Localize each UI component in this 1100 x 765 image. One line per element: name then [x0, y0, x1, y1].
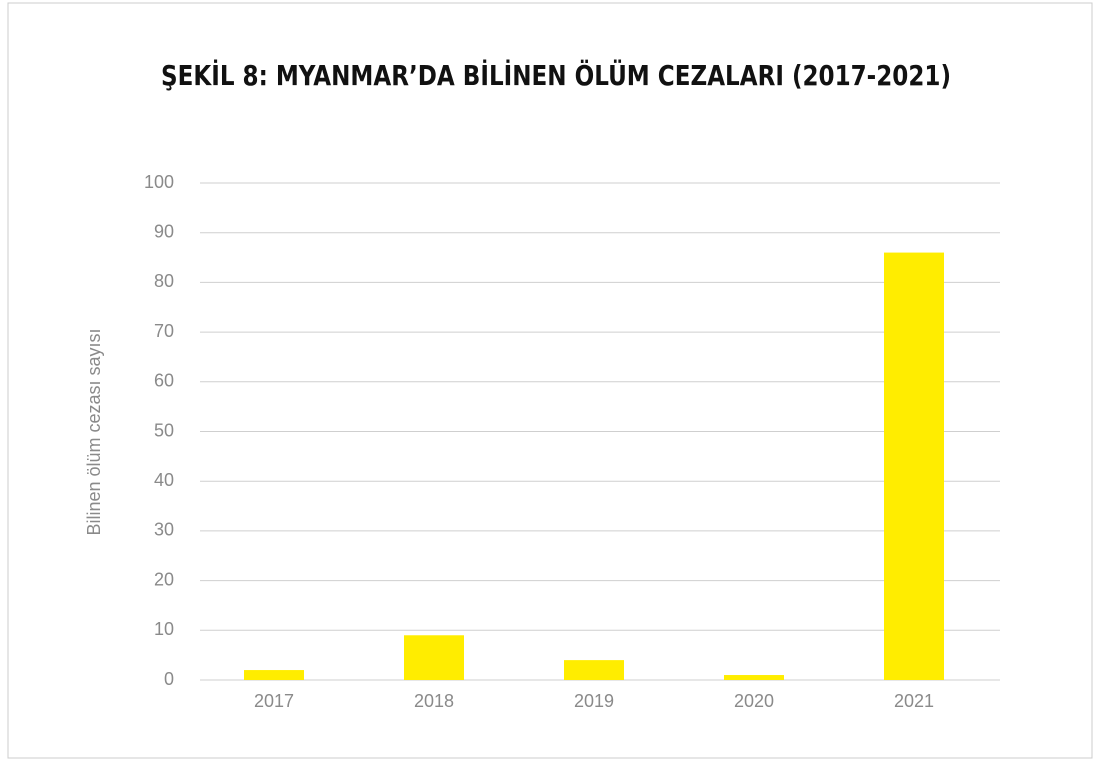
x-tick-label: 2021	[894, 691, 934, 711]
y-tick-label: 100	[144, 172, 174, 192]
y-tick-label: 40	[154, 470, 174, 490]
bar	[244, 670, 304, 680]
y-tick-label: 80	[154, 271, 174, 291]
x-tick-label: 2019	[574, 691, 614, 711]
y-tick-label: 10	[154, 619, 174, 639]
y-tick-label: 0	[164, 669, 174, 689]
y-tick-label: 30	[154, 520, 174, 540]
chart-title: ŞEKİL 8: MYANMAR’DA BİLİNEN ÖLÜM CEZALAR…	[161, 58, 951, 92]
y-tick-label: 90	[154, 221, 174, 241]
y-axis-label: Bilinen ölüm cezası sayısı	[84, 328, 104, 535]
x-tick-label: 2018	[414, 691, 454, 711]
frame	[7, 2, 1093, 759]
y-tick-label: 20	[154, 569, 174, 589]
y-tick-label: 70	[154, 321, 174, 341]
y-tick-label: 60	[154, 371, 174, 391]
x-tick-label: 2017	[254, 691, 294, 711]
y-tick-label: 50	[154, 420, 174, 440]
bar	[404, 635, 464, 680]
bar	[564, 660, 624, 680]
bar	[884, 252, 944, 680]
x-tick-label: 2020	[734, 691, 774, 711]
bar	[724, 675, 784, 680]
